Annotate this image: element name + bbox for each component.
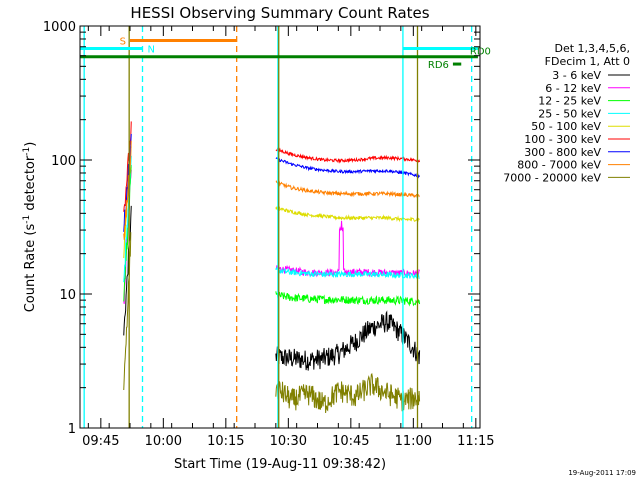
series-line-early [123, 232, 132, 390]
series-line [275, 206, 420, 223]
series-line-early [123, 133, 132, 232]
series-line [275, 291, 421, 307]
legend-label: 3 - 6 keV [552, 69, 601, 82]
series-line [275, 220, 420, 278]
y-axis-label-exp: -1 [22, 147, 32, 156]
legend-label: 25 - 50 keV [538, 107, 601, 120]
series-line-early [123, 205, 132, 336]
series-line [275, 310, 421, 371]
legend-label: 800 - 7000 keV [517, 159, 601, 172]
x-tick-label: 10:00 [145, 434, 182, 449]
x-tick-label: 11:15 [457, 434, 494, 449]
legend-label: 300 - 800 keV [524, 146, 601, 159]
x-tick-label: 09:45 [82, 434, 119, 449]
series-line [275, 180, 420, 198]
legend-label: 12 - 25 keV [538, 95, 601, 108]
x-tick-label: 11:00 [395, 434, 432, 449]
x-axis-label: Start Time (19-Aug-11 09:38:42) [174, 457, 386, 472]
legend-header-line: FDecim 1, Att 0 [545, 55, 630, 68]
series-line-early [123, 140, 132, 240]
series-line [275, 156, 421, 179]
axes-layer: 1 10 100 1000 09:45 10:00 10:15 10:30 10:45 11:00… [43, 20, 495, 449]
legend-label: 6 - 12 keV [545, 82, 601, 95]
flag-label: N [148, 44, 155, 55]
x-tick-label: 10:15 [207, 434, 244, 449]
series-line [275, 372, 421, 413]
series-line [275, 147, 421, 164]
series-line [275, 266, 420, 280]
legend: Det 1,3,4,5,6, FDecim 1, Att 0 3 - 6 keV… [503, 42, 630, 184]
y-tick-label: 100 [51, 154, 76, 169]
plot-frame [79, 25, 481, 429]
y-tick-label: 10 [59, 288, 76, 303]
series-line-early [123, 121, 132, 212]
legend-label: 50 - 100 keV [531, 120, 601, 133]
data-layer [123, 121, 421, 413]
y-axis-label: Count Rate (s-1 detector-1) [22, 142, 38, 313]
flag-label: RD6 [428, 60, 449, 71]
flag-label: S [120, 36, 126, 47]
timestamp: 19-Aug-2011 17:09 [568, 469, 636, 477]
y-tick-label: 1 [68, 422, 76, 437]
legend-label: 100 - 300 keV [524, 133, 601, 146]
y-tick-label: 1000 [43, 20, 76, 35]
chart-title: HESSI Observing Summary Count Rates [130, 4, 429, 22]
x-tick-label: 10:45 [332, 434, 369, 449]
y-axis-label-exp: -1 [22, 215, 32, 224]
x-tick-label: 10:30 [270, 434, 307, 449]
y-axis-label-part: ) [23, 142, 38, 147]
y-axis-label-part: detector [23, 155, 38, 215]
legend-label: 7000 - 20000 keV [503, 171, 601, 184]
y-axis-label-part: Count Rate (s [23, 224, 38, 313]
legend-header-line: Det 1,3,4,5,6, [554, 42, 630, 55]
marker-lines-layer [83, 26, 473, 428]
